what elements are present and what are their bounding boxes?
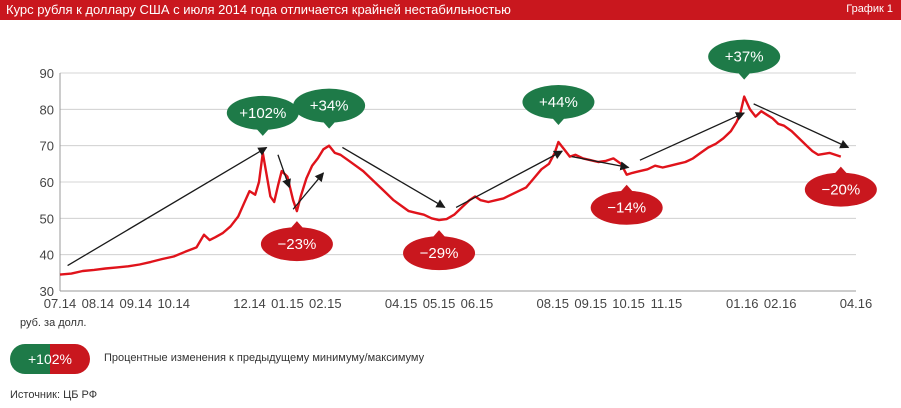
x-tick-label: 02.16 xyxy=(764,296,797,311)
trend-arrow xyxy=(292,172,325,210)
x-tick-label: 08.14 xyxy=(82,296,115,311)
legend-text: Процентные изменения к предыдущему миним… xyxy=(104,352,425,364)
trend-arrow xyxy=(455,150,564,209)
badge-up xyxy=(522,85,595,120)
x-tick-label: 11.15 xyxy=(651,296,683,311)
trend-arrow xyxy=(639,112,746,161)
header-bar: Курс рубля к доллару США с июля 2014 год… xyxy=(0,0,901,20)
badge-down xyxy=(804,172,877,207)
x-tick-label: 01.15 xyxy=(271,296,304,311)
trend-arrow xyxy=(67,146,268,267)
y-tick-label: 30 xyxy=(40,284,54,299)
badge-label: +37% xyxy=(725,49,764,66)
x-tick-label: 07.14 xyxy=(44,296,77,311)
badge-label: +34% xyxy=(310,98,349,115)
badge-label: −20% xyxy=(821,182,860,199)
badge-label: +102% xyxy=(239,105,286,122)
trend-arrow xyxy=(753,103,850,149)
x-tick-label: 10.14 xyxy=(157,296,190,311)
source-note: Источник: ЦБ РФ xyxy=(10,389,98,401)
badge-down xyxy=(260,227,333,262)
legend-badge-green-half xyxy=(10,344,50,374)
series-layer xyxy=(59,95,842,276)
trend-arrows xyxy=(67,103,850,267)
badge-label: −14% xyxy=(607,200,646,217)
chart-title: Курс рубля к доллару США с июля 2014 год… xyxy=(6,2,511,17)
legend-badge: +102% xyxy=(10,344,90,374)
badge-down xyxy=(590,190,663,225)
badge-label: −29% xyxy=(420,245,459,262)
x-tick-label: 04.15 xyxy=(385,296,418,311)
legend-badge-red-half xyxy=(50,344,90,374)
x-tick-label: 09.14 xyxy=(120,296,153,311)
y-tick-label: 40 xyxy=(40,248,54,263)
y-tick-label: 60 xyxy=(40,175,54,190)
line-chart: 30 40 50 60 70 80 90 07.14 08.14 09.14 10.14 12.14 0… xyxy=(40,39,877,311)
badge-down xyxy=(403,236,476,271)
x-tick-label: 05.15 xyxy=(423,296,456,311)
x-tick-label: 12.14 xyxy=(233,296,266,311)
trend-arrow xyxy=(571,155,630,171)
x-tick-label: 08.15 xyxy=(536,296,569,311)
y-tick-label: 50 xyxy=(40,211,54,226)
x-tick-label: 01.16 xyxy=(726,296,759,311)
trend-arrow xyxy=(342,146,446,208)
badge-up xyxy=(708,39,781,74)
unit-label: руб. за долл. xyxy=(20,317,87,329)
y-tick-label: 90 xyxy=(40,66,54,81)
x-tick-label: 10.15 xyxy=(612,296,645,311)
trend-arrow xyxy=(277,154,291,189)
badge-up xyxy=(226,95,299,130)
x-tick-label: 06.15 xyxy=(461,296,494,311)
badge-label: +44% xyxy=(539,94,578,111)
annotation-badges: +102% −23% +34% −29% +44% −14% +37% −20% xyxy=(226,39,877,271)
x-tick-label: 09.15 xyxy=(574,296,607,311)
figure-label: График 1 xyxy=(846,3,893,15)
x-tick-label: 02.15 xyxy=(309,296,342,311)
axes: 30 40 50 60 70 80 90 07.14 08.14 09.14 10.14 12.14 0… xyxy=(40,66,873,311)
y-tick-label: 70 xyxy=(40,139,54,154)
legend-badge-text: +102% xyxy=(28,351,72,367)
badge-label: −23% xyxy=(278,236,317,253)
x-tick-label: 04.16 xyxy=(840,296,873,311)
y-tick-label: 80 xyxy=(40,102,54,117)
series-line-usd-rub xyxy=(59,95,842,276)
badge-up xyxy=(293,88,366,123)
